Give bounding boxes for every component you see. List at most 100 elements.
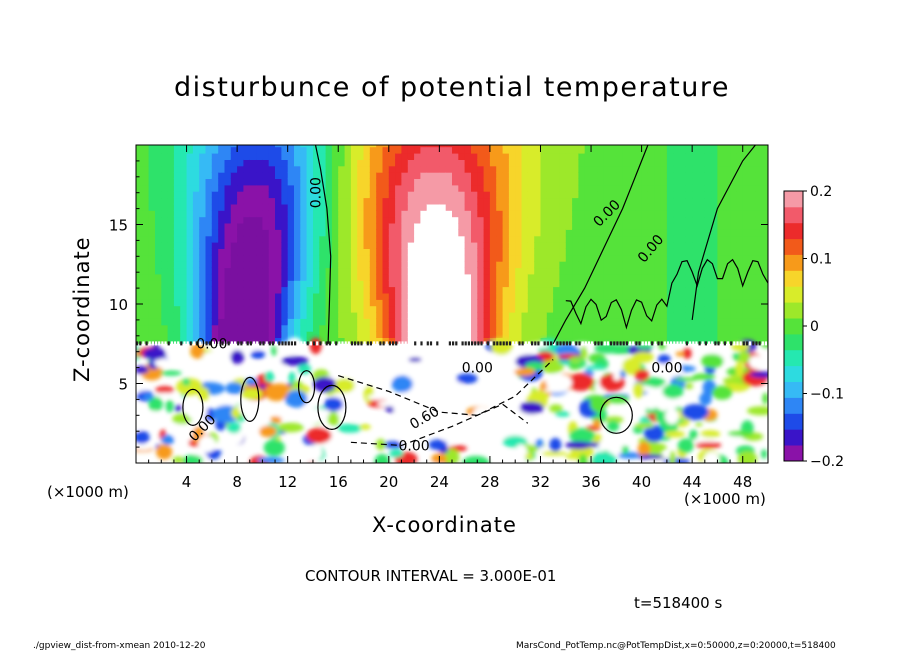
heatmap-cell [186,191,194,199]
heatmap-cell [559,254,567,262]
heatmap-cell [489,261,497,269]
turbulent-patch [525,361,544,371]
heatmap-cell [540,216,548,224]
heatmap-cell [622,178,630,186]
heatmap-cell [294,153,301,160]
turbulent-patch [148,396,163,412]
heatmap-cell [698,146,706,154]
heatmap-cell [603,261,611,269]
heatmap-cell [186,292,194,300]
turbulent-patch [569,364,581,371]
heatmap-cell [395,203,402,211]
heatmap-cell [281,172,289,179]
heatmap-cell [382,248,390,256]
turbulent-patch [181,378,191,386]
heatmap-cell [603,222,611,230]
heatmap-cell [635,172,643,179]
heatmap-cell [205,331,213,338]
heatmap-cell [622,261,630,269]
heatmap-cell [294,203,301,211]
heatmap-cell [452,254,459,262]
heatmap-cell [338,292,346,300]
heatmap-cell [629,299,636,307]
interface-mark [553,341,556,346]
heatmap-cell [401,261,409,269]
heatmap-cell [275,146,282,154]
heatmap-cell [395,178,402,186]
heatmap-cell [685,242,693,249]
heatmap-cell [155,222,162,230]
heatmap-cell [736,159,744,167]
heatmap-cell [211,191,219,199]
interface-mark [496,341,499,346]
heatmap-cell [275,299,282,307]
heatmap-cell [534,229,542,237]
heatmap-cell [445,286,453,294]
heatmap-cell [755,203,763,211]
heatmap-cell [452,331,459,338]
heatmap-cell [281,337,289,345]
heatmap-cell [205,153,213,160]
heatmap-cell [331,273,339,281]
heatmap-cell [294,222,301,230]
turbulent-patch [281,356,309,366]
heatmap-cell [572,254,579,262]
heatmap-cell [635,318,643,326]
heatmap-cell [211,165,219,173]
heatmap-cell [199,261,207,269]
heatmap-cell [294,191,301,199]
heatmap-cell [426,311,434,319]
heatmap-cell [186,197,194,205]
heatmap-cell [439,216,447,224]
heatmap-cell [148,242,156,249]
heatmap-cell [534,191,542,199]
heatmap-cell [565,153,573,160]
heatmap-cell [597,184,605,192]
heatmap-cell [281,280,289,288]
heatmap-cell [167,286,175,294]
heatmap-cell [666,292,674,300]
heatmap-cell [698,145,706,148]
heatmap-cell [704,222,712,230]
heatmap-cell [249,197,257,205]
heatmap-cell [243,165,251,173]
heatmap-cell [401,153,409,160]
turbulent-patch [436,406,462,420]
interface-mark [335,341,338,346]
heatmap-cell [186,184,194,192]
heatmap-cell [224,229,232,237]
heatmap-cell [666,254,674,262]
heatmap-cell [439,280,447,288]
heatmap-cell [603,273,611,281]
heatmap-cell [306,267,314,275]
heatmap-cell [192,210,200,218]
heatmap-cell [136,286,143,294]
heatmap-cell [496,248,504,256]
heatmap-cell [439,184,447,192]
heatmap-cell [230,235,238,243]
heatmap-cell [704,324,712,332]
heatmap-cell [439,172,447,179]
heatmap-cell [458,178,466,186]
heatmap-cell [180,318,188,326]
heatmap-cell [591,324,598,332]
heatmap-cell [515,184,523,192]
heatmap-cell [704,153,712,160]
heatmap-cell [502,273,510,281]
heatmap-cell [521,267,529,275]
heatmap-cell [698,242,706,249]
turbulent-patch [746,406,768,416]
heatmap-cell [749,280,756,288]
heatmap-cell [395,280,402,288]
heatmap-cell [521,261,529,269]
heatmap-cell [749,261,756,269]
heatmap-cell [742,324,750,332]
heatmap-cell [679,242,687,249]
turbulent-patch [230,350,245,364]
heatmap-cell [445,191,453,199]
heatmap-cell [540,153,548,160]
heatmap-cell [489,299,497,307]
colorbar-swatch [784,238,803,255]
heatmap-cell [407,159,415,167]
heatmap-cell [180,311,188,319]
